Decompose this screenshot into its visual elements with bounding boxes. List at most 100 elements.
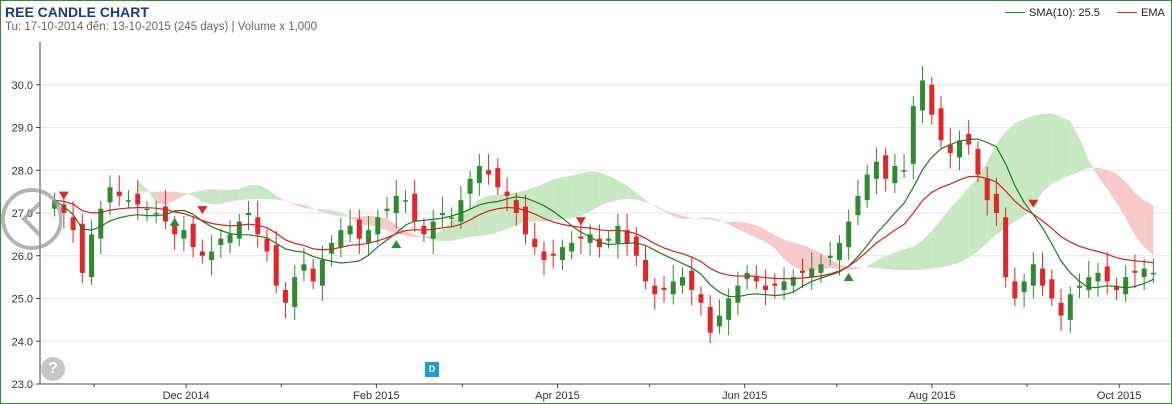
candle-body [818,264,824,273]
candle-body [1113,285,1119,290]
legend-item-ema[interactable]: EMA [1116,6,1165,19]
cloud-segment [848,266,858,270]
candle-body [827,255,833,258]
signal-markers [58,191,1039,282]
cloud-segment [876,255,886,270]
cloud-segment [894,249,905,271]
x-tick-label: Apr 2015 [535,390,580,402]
candle-body [319,260,325,286]
cloud-segment [913,240,923,271]
legend-ema-label: EMA [1140,6,1165,19]
candle-body [698,294,704,303]
cloud-segment [303,205,314,210]
cloud-segment [571,173,581,219]
cloud-segment [1125,182,1135,236]
cloud-segment [248,184,258,200]
sell-marker [1028,199,1039,208]
candle-body [1058,302,1064,316]
candle-body [513,200,519,213]
legend-item-sma[interactable]: SMA(10): 25.5 [1005,7,1100,19]
cloud-segment [1144,200,1154,256]
candle-body [190,223,196,248]
cloud-segment [442,221,452,242]
candle-body [633,236,639,256]
cloud-segment [543,179,554,222]
y-tick-label: 23.0 [12,379,33,391]
candle-body [430,221,436,239]
cloud-segment [977,161,988,252]
cloud-segment [700,217,711,220]
candle-body [836,242,842,261]
cloud-segment [1033,113,1043,205]
candle-body [144,208,150,211]
cloud-segment [747,222,757,238]
candle-body [79,223,85,273]
buy-marker [169,217,180,226]
candle-body [753,277,759,282]
cloud-segment [183,192,194,196]
chart-subtitle: Tu: 17-10-2014 đến: 13-10-2015 (245 days… [5,21,317,33]
cloud-segment [202,189,212,205]
cloud-segment [174,191,184,201]
candle-body [790,277,796,286]
x-tick-label: Dec 2014 [163,390,210,402]
cloud-segment [728,221,738,230]
candle-body [227,234,233,243]
candle-body [975,148,981,175]
cloud-segment [322,209,332,215]
cloud-segment [654,205,665,212]
cloud-segment [710,217,720,222]
cloud-segment [719,219,729,225]
chart-title: REE CANDLE CHART [5,4,149,20]
cloud-segment [146,188,157,204]
y-tick-label: 24.0 [12,336,33,348]
candle-body [550,253,556,256]
candle-body [956,140,962,158]
cloud-segment [165,191,175,205]
cloud-segment [968,177,978,258]
candle-body [920,80,926,111]
candle-body [993,193,999,213]
candle-body [89,234,95,278]
candle-body [236,221,242,239]
grid [40,84,1170,385]
sell-marker [197,206,208,215]
candle-body [929,84,935,115]
candle-body [439,213,445,216]
candle-body [486,170,492,175]
cloud-segment [294,203,304,208]
candle-body [366,230,372,243]
cloud-segment [562,175,572,220]
candle-body [735,285,741,303]
cloud-segment [617,180,628,201]
x-tick-label: Aug 2015 [908,390,955,402]
candle-body [1012,281,1018,299]
moving-average-lines [54,138,1154,298]
candle-body [218,238,224,246]
cloud-segment [313,208,323,212]
candle-body [624,230,630,243]
candle-body [458,200,464,222]
x-tick-label: Feb 2015 [353,390,399,402]
candle-body [495,168,501,188]
candle-body [282,289,288,303]
cloud-segment [904,246,914,271]
dividend-badge[interactable]: D [425,362,439,377]
candle-body [153,213,159,215]
cloud-segment [1088,159,1098,177]
candle-body [532,238,538,248]
candle-body [523,206,529,235]
x-tick-label: Oct 2015 [1097,390,1142,402]
cloud-segment [1116,173,1126,219]
cloud-segment [756,225,766,243]
candle-body [347,225,353,235]
question-mark-icon[interactable]: ? [41,357,65,381]
cloud-segment [230,189,240,202]
candle-body [1095,272,1101,282]
back-arrow-circle-icon[interactable] [0,183,63,255]
candle-body [246,213,252,216]
candle-body [412,193,418,222]
cloud-segment [839,264,849,270]
cloud-segment [1051,113,1062,184]
